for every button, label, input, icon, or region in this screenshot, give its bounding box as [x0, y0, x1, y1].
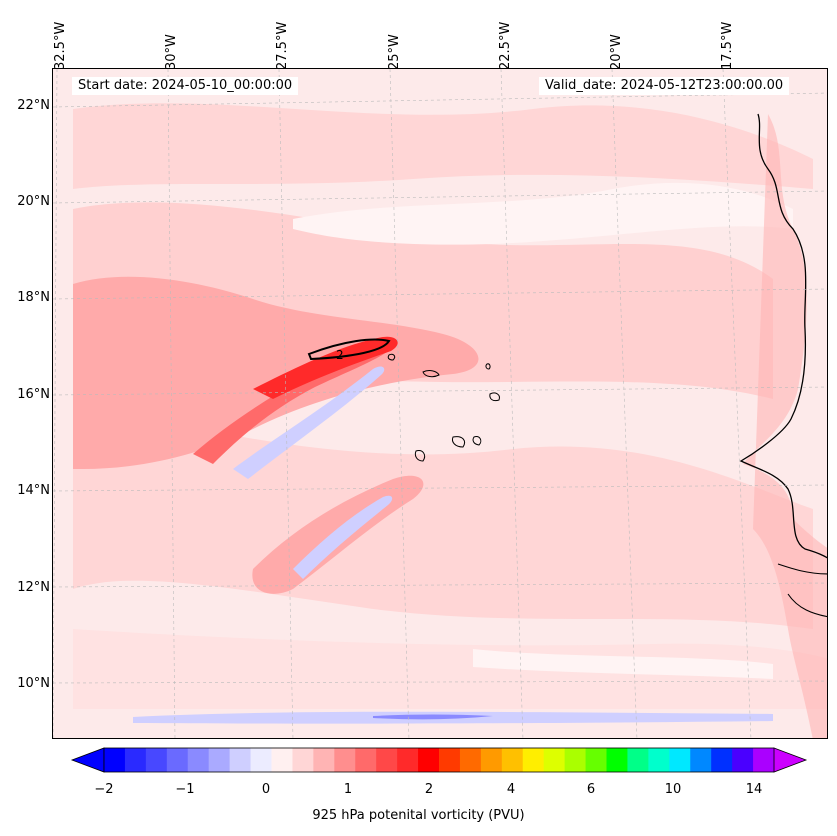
colorbar-cell — [459, 748, 482, 772]
colorbar-cell — [250, 748, 272, 772]
lat-label-22n: 22°N — [17, 98, 50, 113]
lon-label-17-5w: 17.5°W — [720, 21, 735, 70]
colorbar-cell — [208, 748, 231, 772]
colorbar-cell — [753, 748, 775, 772]
colorbar-cell — [229, 748, 252, 772]
lat-label-18n: 18°N — [17, 290, 50, 305]
colorbar-cell — [543, 748, 566, 772]
lat-label-10n: 10°N — [17, 676, 50, 691]
colorbar-cell — [480, 748, 503, 772]
colorbar-cell — [690, 748, 712, 772]
start-date-label: Start date: 2024-05-10_00:00:00 — [72, 77, 299, 95]
colorbar-cell — [271, 748, 293, 772]
colorbar-cell — [104, 748, 126, 772]
colorbar-cell — [124, 748, 147, 772]
lon-label-32-5w: 32.5°W — [53, 21, 68, 70]
lon-label-20w: 20°W — [609, 34, 624, 70]
colorbar-cell — [334, 748, 356, 772]
lat-label-12n: 12°N — [17, 580, 50, 595]
cb-tick-1: 1 — [343, 782, 353, 797]
colorbar-cell — [585, 748, 607, 772]
colorbar-max-arrow — [773, 747, 808, 773]
contour-label: 2 — [336, 348, 344, 362]
colorbar-cell — [418, 748, 440, 772]
cb-tick-4: 4 — [506, 782, 516, 797]
colorbar-cell — [627, 748, 649, 772]
colorbar-cell — [439, 748, 461, 772]
colorbar-cell — [187, 748, 210, 772]
cb-tick-14: 14 — [745, 782, 763, 797]
colorbar-cell — [397, 748, 419, 772]
colorbar-cell — [711, 748, 733, 772]
colorbar-cell — [669, 748, 691, 772]
cb-tick--1: −1 — [175, 782, 195, 797]
lat-label-20n: 20°N — [17, 194, 50, 209]
pv-field — [53, 69, 827, 738]
cb-tick-0: 0 — [261, 782, 271, 797]
colorbar-cell — [355, 748, 377, 772]
colorbar-cell — [166, 748, 189, 772]
colorbar-cell — [313, 748, 335, 772]
colorbar-cell — [522, 748, 545, 772]
colorbar-cell — [501, 748, 524, 772]
colorbar — [70, 747, 808, 773]
cb-tick-6: 6 — [586, 782, 596, 797]
colorbar-cell — [145, 748, 168, 772]
lat-label-14n: 14°N — [17, 483, 50, 498]
lon-label-27-5w: 27.5°W — [275, 21, 290, 70]
valid-date-label: Valid_date: 2024-05-12T23:00:00.00 — [539, 77, 790, 95]
lon-label-22-5w: 22.5°W — [498, 21, 513, 70]
colorbar-cell — [376, 748, 398, 772]
lat-label-16n: 16°N — [17, 387, 50, 402]
colorbar-cell — [732, 748, 754, 772]
map-panel: 2 — [52, 68, 828, 739]
lon-label-25w: 25°W — [387, 34, 402, 70]
colorbar-cell — [606, 748, 628, 772]
colorbar-cell — [648, 748, 670, 772]
colorbar-min-arrow — [70, 747, 105, 773]
colorbar-title: 925 hPa potenital vorticity (PVU) — [312, 808, 525, 823]
colorbar-cell — [292, 748, 314, 772]
lon-label-30w: 30°W — [164, 34, 179, 70]
cb-tick--2: −2 — [94, 782, 114, 797]
colorbar-cell — [564, 748, 587, 772]
cb-tick-2: 2 — [424, 782, 434, 797]
cb-tick-10: 10 — [664, 782, 682, 797]
